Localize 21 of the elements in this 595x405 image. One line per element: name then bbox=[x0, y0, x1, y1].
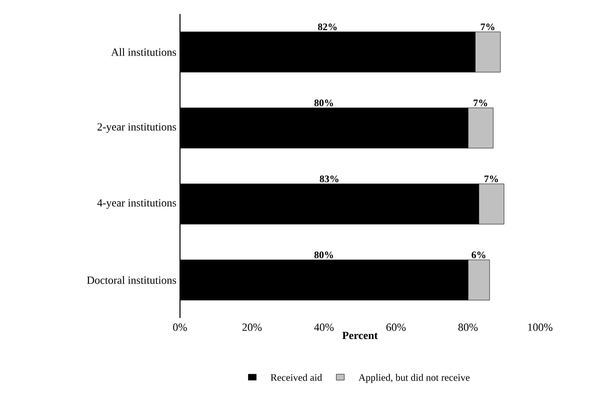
data-label: 80% bbox=[314, 252, 334, 258]
legend-label: Received aid bbox=[270, 374, 322, 381]
data-label: 7% bbox=[484, 176, 498, 182]
x-tick-label: 60% bbox=[386, 324, 406, 331]
data-label: 83% bbox=[320, 176, 338, 182]
x-tick-label: 20% bbox=[242, 324, 262, 331]
x-tick-label: 40% bbox=[314, 324, 334, 331]
data-label: 7% bbox=[474, 100, 488, 106]
y-tick-label: All institutions bbox=[111, 48, 176, 56]
x-axis-title: Percent bbox=[342, 332, 378, 340]
x-tick-label: 100% bbox=[528, 324, 552, 331]
data-label: 80% bbox=[314, 100, 334, 106]
legend-label: Applied, but did not receive bbox=[358, 374, 470, 383]
y-tick-label: 4-year institutions bbox=[97, 199, 176, 209]
y-tick-label: 2-year institutions bbox=[98, 123, 176, 133]
y-tick-label: Doctoral institutions bbox=[86, 276, 176, 284]
data-label: 82% bbox=[318, 24, 337, 30]
x-tick-label: 80% bbox=[458, 324, 478, 331]
data-label: 7% bbox=[480, 24, 494, 30]
data-label: 6% bbox=[472, 252, 486, 258]
x-tick-label: 0% bbox=[173, 324, 187, 331]
